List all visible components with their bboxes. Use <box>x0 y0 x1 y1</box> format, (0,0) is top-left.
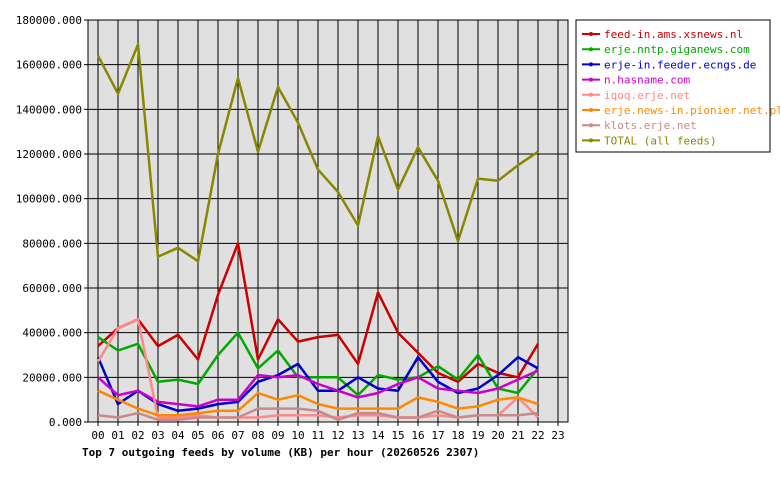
x-axis: 00 01 02 03 04 05 06 07 08 09 10 11 12 13 14 15 16 17 18 19… <box>91 422 565 442</box>
grid <box>88 20 568 422</box>
y-tick-label: 100000.000 <box>16 193 82 206</box>
x-tick-label: 04 <box>171 429 185 442</box>
x-tick-label: 19 <box>471 429 484 442</box>
x-tick-label: 20 <box>491 429 504 442</box>
x-tick-label: 14 <box>371 429 385 442</box>
x-tick-label: 09 <box>271 429 284 442</box>
legend-label: feed-in.ams.xsnews.nl <box>604 28 743 41</box>
legend-label: klots.erje.net <box>604 119 697 132</box>
legend-marker <box>589 47 593 52</box>
series-lines <box>96 43 540 422</box>
x-tick-label: 22 <box>531 429 544 442</box>
y-tick-label: 180000.000 <box>16 14 82 27</box>
legend-marker <box>589 92 593 97</box>
legend-item: n.hasname.com <box>582 74 690 87</box>
x-tick-label: 17 <box>431 429 444 442</box>
chart-title: Top 7 outgoing feeds by volume (KB) per … <box>82 446 479 459</box>
legend-marker <box>589 123 593 128</box>
y-tick-label: 120000.000 <box>16 148 82 161</box>
y-tick-label: 140000.000 <box>16 103 82 116</box>
series-line <box>97 389 539 417</box>
legend-item: iqoq.erje.net <box>582 89 690 102</box>
legend-label: erje-in.feeder.ecngs.de <box>604 58 756 71</box>
legend-item: feed-in.ams.xsnews.nl <box>582 28 743 41</box>
x-tick-label: 07 <box>231 429 244 442</box>
legend-item: erje-in.feeder.ecngs.de <box>582 58 756 71</box>
y-tick-label: 40000.000 <box>22 327 82 340</box>
series-line <box>97 407 539 422</box>
x-tick-label: 01 <box>111 429 124 442</box>
legend-item: erje.nntp.giganews.com <box>582 43 750 56</box>
series-line <box>97 242 540 384</box>
x-tick-label: 21 <box>511 429 524 442</box>
y-tick-label: 80000.000 <box>22 237 82 250</box>
y-tick-label: 160000.000 <box>16 59 82 72</box>
legend-marker <box>589 138 593 143</box>
x-tick-label: 08 <box>251 429 264 442</box>
series-line <box>97 369 539 408</box>
series-line <box>97 331 539 397</box>
y-tick-label: 20000.000 <box>22 371 82 384</box>
legend-item: klots.erje.net <box>582 119 697 132</box>
y-tick-label: 60000.000 <box>22 282 82 295</box>
legend-marker <box>589 77 593 82</box>
x-tick-label: 06 <box>211 429 224 442</box>
legend-label: iqoq.erje.net <box>604 89 690 102</box>
plot-area <box>88 20 568 422</box>
legend-label: erje.nntp.giganews.com <box>604 43 750 56</box>
legend-marker <box>589 62 593 67</box>
x-tick-label: 11 <box>311 429 324 442</box>
y-tick-label: 0.000 <box>49 416 82 429</box>
legend-box <box>575 19 771 153</box>
legend-item: TOTAL (all feeds) <box>582 134 717 147</box>
x-tick-label: 18 <box>451 429 464 442</box>
legend-label: erje.news-in.pionier.net.pl <box>604 104 780 117</box>
legend-label: TOTAL (all feeds) <box>604 134 717 147</box>
x-tick-label: 00 <box>91 429 104 442</box>
legend: feed-in.ams.xsnews.nl erje.nntp.giganews.… <box>575 19 780 153</box>
x-tick-label: 03 <box>151 429 164 442</box>
x-tick-label: 13 <box>351 429 364 442</box>
series-line <box>96 43 539 263</box>
legend-label: n.hasname.com <box>604 74 690 87</box>
x-tick-label: 10 <box>291 429 304 442</box>
legend-item: erje.news-in.pionier.net.pl <box>582 104 780 117</box>
plot-frame <box>87 19 569 423</box>
x-tick-label: 16 <box>411 429 424 442</box>
x-tick-label: 12 <box>331 429 344 442</box>
x-tick-label: 15 <box>391 429 404 442</box>
x-tick-label: 23 <box>551 429 564 442</box>
legend-marker <box>589 32 593 36</box>
x-tick-label: 05 <box>191 429 204 442</box>
x-tick-label: 02 <box>131 429 144 442</box>
y-axis: 0.000 20000.000 40000.000 60000.000 80000.00… <box>16 14 88 429</box>
legend-marker <box>589 108 593 112</box>
